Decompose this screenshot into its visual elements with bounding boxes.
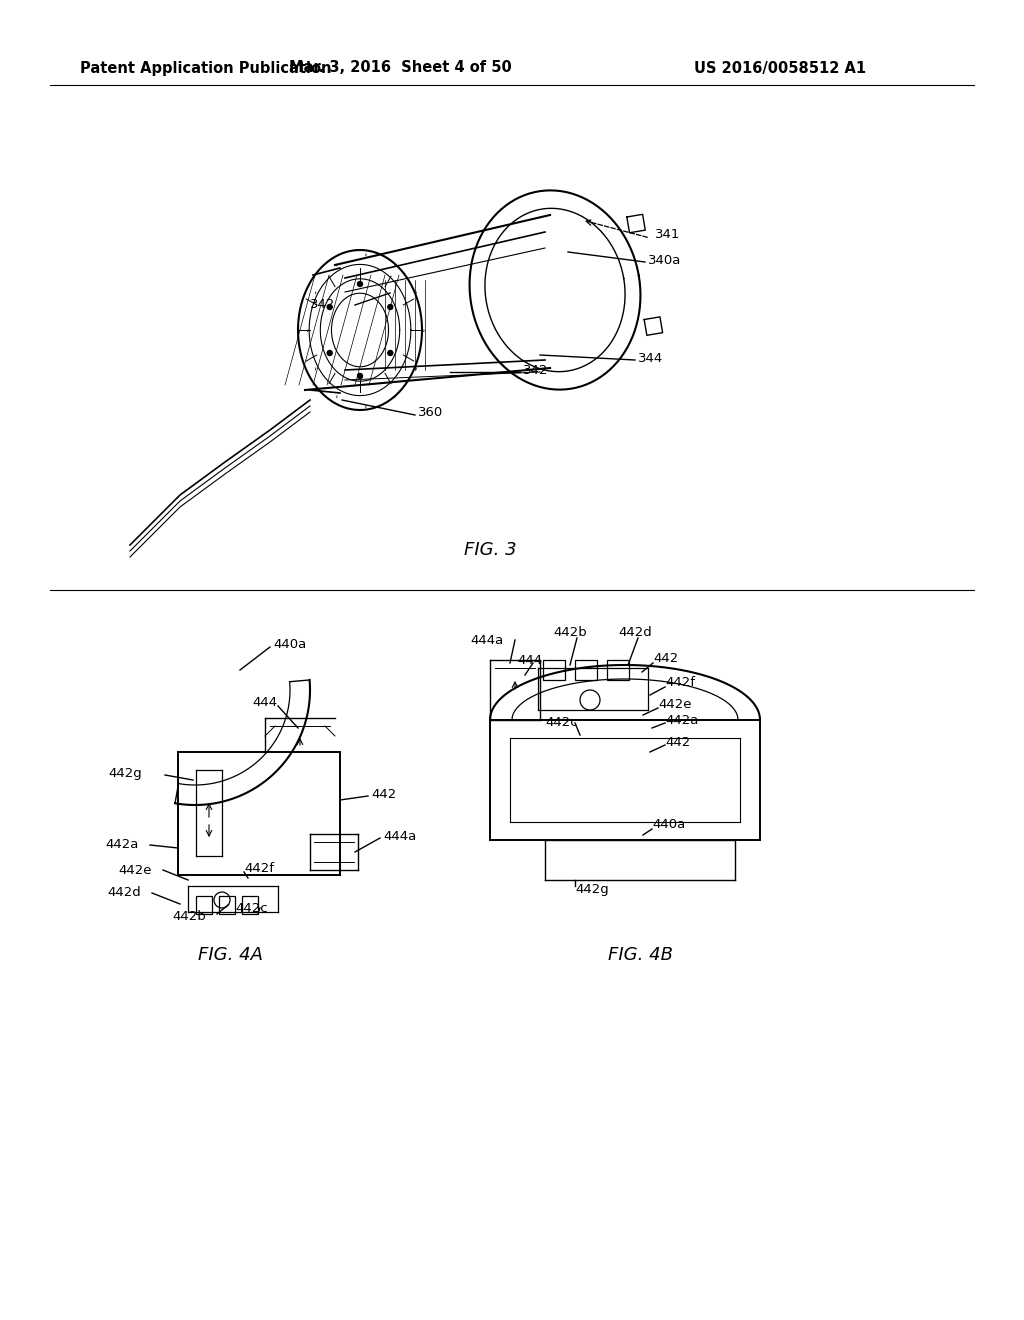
Text: 444: 444 — [517, 653, 542, 667]
Circle shape — [388, 305, 393, 309]
Text: 442c: 442c — [545, 717, 578, 730]
Text: 442: 442 — [665, 735, 690, 748]
Text: FIG. 3: FIG. 3 — [464, 541, 516, 558]
Text: Mar. 3, 2016  Sheet 4 of 50: Mar. 3, 2016 Sheet 4 of 50 — [289, 61, 511, 75]
Bar — [196, 896, 212, 913]
Text: 340a: 340a — [648, 253, 681, 267]
Text: 442b: 442b — [553, 626, 587, 639]
Bar — [219, 896, 234, 913]
Text: 342: 342 — [523, 363, 549, 376]
Text: 444a: 444a — [383, 829, 416, 842]
Text: 442a: 442a — [105, 838, 138, 851]
Text: 442e: 442e — [118, 863, 152, 876]
Text: 342: 342 — [310, 298, 336, 312]
Circle shape — [357, 374, 362, 379]
Text: 444: 444 — [252, 697, 278, 710]
Text: 440a: 440a — [652, 818, 685, 832]
Circle shape — [388, 351, 393, 355]
Circle shape — [357, 281, 362, 286]
Text: 442f: 442f — [665, 676, 695, 689]
Text: 442d: 442d — [106, 887, 140, 899]
Text: 360: 360 — [418, 407, 443, 420]
Circle shape — [328, 351, 332, 355]
Text: 442g: 442g — [108, 767, 141, 780]
Text: 442: 442 — [653, 652, 678, 664]
Bar — [242, 896, 258, 913]
Text: FIG. 4B: FIG. 4B — [607, 946, 673, 964]
Text: 440a: 440a — [273, 639, 306, 652]
Bar — [543, 660, 565, 680]
Bar — [575, 660, 597, 680]
Text: 442a: 442a — [665, 714, 698, 726]
Text: 444a: 444a — [470, 634, 503, 647]
Text: 442f: 442f — [244, 862, 274, 875]
Text: 442e: 442e — [658, 698, 691, 711]
Text: US 2016/0058512 A1: US 2016/0058512 A1 — [694, 61, 866, 75]
Text: 442b: 442b — [172, 911, 206, 924]
Text: 442d: 442d — [618, 626, 651, 639]
Text: Patent Application Publication: Patent Application Publication — [80, 61, 332, 75]
Text: 341: 341 — [655, 228, 680, 242]
Text: 442g: 442g — [575, 883, 608, 896]
Bar — [607, 660, 629, 680]
Text: 442: 442 — [371, 788, 396, 800]
Text: FIG. 4A: FIG. 4A — [198, 946, 262, 964]
Text: 344: 344 — [638, 351, 664, 364]
Text: 442c: 442c — [234, 902, 267, 915]
Circle shape — [328, 305, 332, 309]
